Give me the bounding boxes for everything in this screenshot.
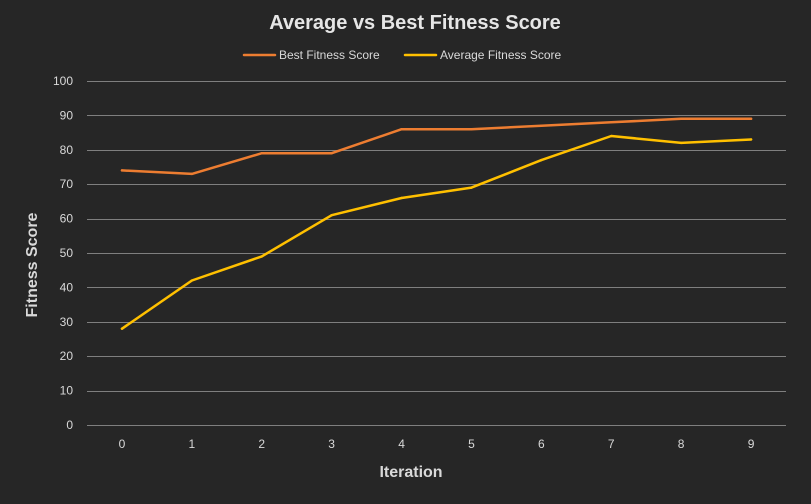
data-point	[120, 169, 124, 172]
data-point	[610, 134, 613, 138]
data-point	[679, 141, 683, 145]
legend-label: Average Fitness Score	[440, 48, 561, 62]
data-point	[679, 117, 683, 121]
data-point	[610, 121, 613, 124]
data-point	[470, 127, 473, 131]
data-point	[330, 213, 333, 217]
y-tick-label: 0	[66, 418, 73, 432]
data-point	[190, 279, 194, 282]
y-tick-label: 30	[60, 315, 74, 329]
legend-label: Best Fitness Score	[279, 48, 380, 62]
y-tick-label: 10	[60, 384, 74, 398]
chart-title: Average vs Best Fitness Score	[269, 12, 561, 34]
data-point	[260, 255, 263, 258]
x-tick-label: 1	[189, 437, 196, 451]
series-line-best-fitness	[120, 117, 753, 176]
y-tick-label: 90	[60, 108, 74, 122]
y-tick-label: 20	[60, 349, 74, 363]
y-tick-label: 70	[60, 177, 74, 191]
x-axis-tick-labels: 0 1 2 3 4 5 6 7 8 9	[119, 437, 755, 451]
y-tick-label: 80	[60, 143, 74, 157]
y-tick-label: 60	[60, 212, 74, 226]
data-point	[400, 196, 403, 200]
data-point	[190, 172, 194, 176]
x-tick-label: 3	[328, 437, 335, 451]
y-tick-label: 100	[53, 74, 73, 88]
legend: Best Fitness Score Average Fitness Score	[242, 48, 561, 62]
data-point	[540, 124, 543, 127]
x-tick-label: 9	[748, 437, 755, 451]
y-axis-tick-labels: 0 10 20 30 40 50 60 70 80 90 100	[53, 74, 73, 432]
gridlines	[87, 81, 786, 426]
data-point	[540, 158, 543, 162]
data-point	[260, 152, 263, 155]
data-point	[120, 327, 124, 330]
x-tick-label: 4	[398, 437, 405, 451]
x-tick-label: 2	[258, 437, 265, 451]
series-lines	[120, 117, 753, 330]
y-tick-label: 40	[60, 280, 74, 294]
series-line-average-fitness	[120, 134, 753, 330]
x-tick-label: 6	[538, 437, 545, 451]
y-tick-label: 50	[60, 246, 74, 260]
x-tick-label: 8	[678, 437, 685, 451]
data-point	[330, 152, 333, 155]
x-tick-label: 5	[468, 437, 475, 451]
data-point	[749, 138, 753, 141]
y-axis-title: Fitness Score	[24, 212, 41, 317]
x-tick-label: 0	[119, 437, 126, 451]
data-point	[470, 186, 473, 189]
data-point	[749, 117, 753, 121]
x-axis-title: Iteration	[379, 464, 442, 481]
x-tick-label: 7	[608, 437, 615, 451]
data-point	[400, 127, 403, 131]
